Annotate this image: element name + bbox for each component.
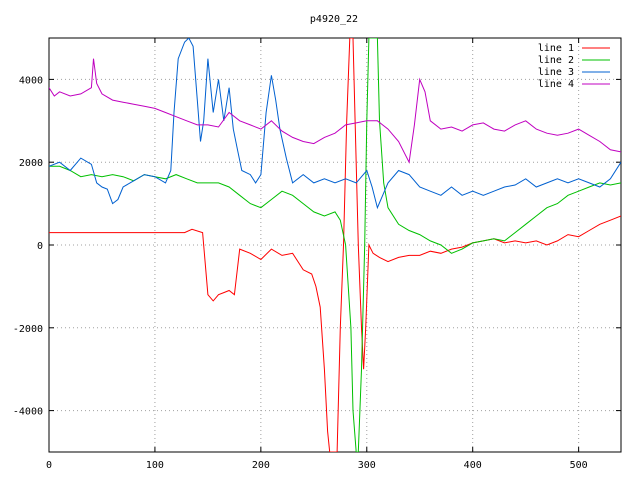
series-line-1 <box>49 38 621 452</box>
x-tick-label: 400 <box>464 460 482 471</box>
legend-label: line 4 <box>538 79 574 90</box>
axes: 0 100 200 300 400 500 -4000 -2000 0 2000 4000 <box>13 37 622 471</box>
y-tick-label: -4000 <box>13 407 43 418</box>
legend-label: line 2 <box>538 55 574 66</box>
plot-frame <box>48 37 622 453</box>
y-tick-label: 2000 <box>19 158 43 169</box>
series-line-3 <box>49 38 621 210</box>
legend-label: line 1 <box>538 43 574 54</box>
y-tick-label: -2000 <box>13 324 43 335</box>
series-lines <box>49 38 621 452</box>
series-line-4 <box>49 58 621 164</box>
x-tick-label: 100 <box>146 460 164 471</box>
legend-label: line 3 <box>538 67 574 78</box>
series-line-2 <box>49 38 621 452</box>
chart-title: p4920_22 <box>310 14 358 25</box>
x-tick-label: 500 <box>570 460 588 471</box>
x-tick-label: 300 <box>358 460 376 471</box>
y-tick-label: 4000 <box>19 75 43 86</box>
grid <box>49 38 621 452</box>
x-tick-label: 200 <box>252 460 270 471</box>
y-tick-label: 0 <box>37 241 43 252</box>
x-tick-label: 0 <box>46 460 52 471</box>
